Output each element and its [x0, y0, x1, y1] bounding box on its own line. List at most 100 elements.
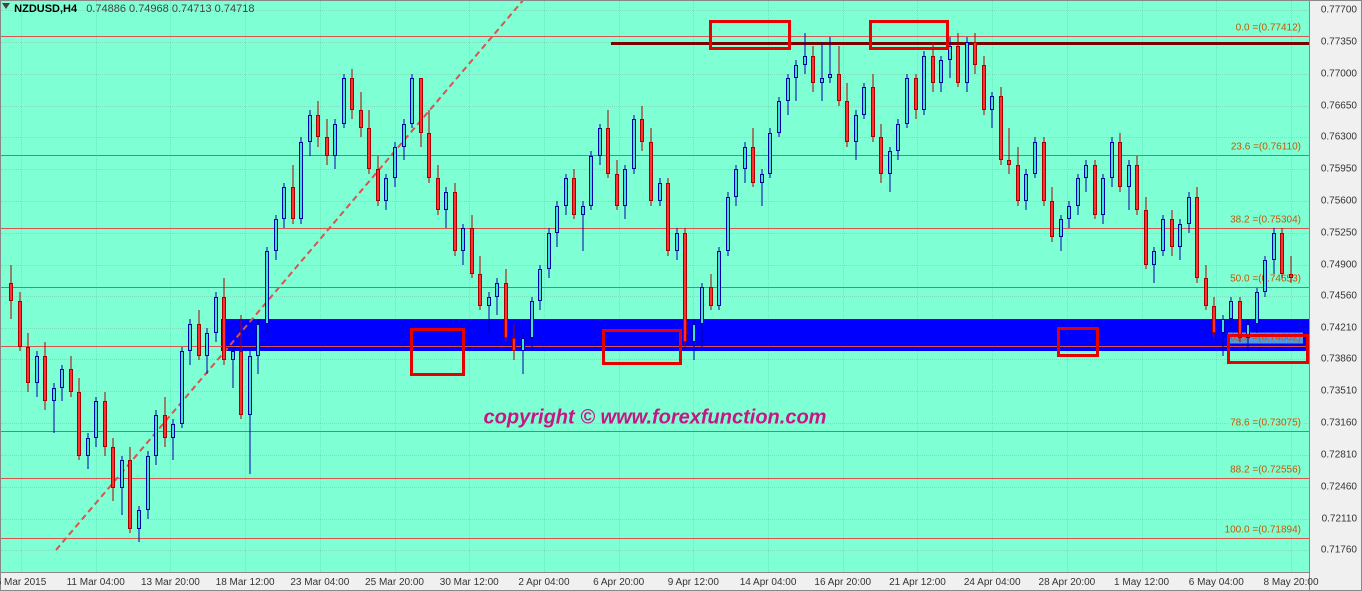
candle: [999, 87, 1003, 164]
candle: [1272, 228, 1276, 273]
candle: [1161, 215, 1165, 256]
candle: [632, 115, 636, 174]
candle: [1118, 133, 1122, 192]
fib-label: 0.0 =(0.77412): [1234, 23, 1303, 34]
candle: [1033, 137, 1037, 178]
candle: [1042, 137, 1046, 205]
candle: [1101, 174, 1105, 224]
candle: [734, 165, 738, 206]
candle: [137, 506, 141, 542]
candle: [564, 174, 568, 215]
x-tick: 6 Apr 20:00: [593, 577, 644, 588]
candle: [94, 397, 98, 447]
candle: [581, 201, 585, 251]
y-tick: 0.73510: [1321, 386, 1357, 397]
candle: [547, 228, 551, 278]
y-tick: 0.72460: [1321, 481, 1357, 492]
candle: [214, 292, 218, 342]
candle: [871, 74, 875, 142]
candle: [222, 278, 226, 364]
x-tick: 28 Apr 20:00: [1039, 577, 1096, 588]
candle: [589, 151, 593, 210]
candle: [905, 74, 909, 129]
candle: [205, 328, 209, 373]
candle: [1024, 169, 1028, 210]
candle: [171, 419, 175, 460]
x-tick: 30 Mar 12:00: [440, 577, 499, 588]
y-tick: 0.77000: [1321, 68, 1357, 79]
highlight-box: [709, 20, 791, 50]
candle: [675, 228, 679, 260]
candle: [367, 110, 371, 174]
candle: [1152, 247, 1156, 283]
candle: [1178, 219, 1182, 260]
candle: [111, 438, 115, 502]
plot-area[interactable]: copyright © www.forexfunction.com 0.0 =(…: [1, 1, 1309, 572]
candle: [444, 187, 448, 228]
candle: [956, 33, 960, 88]
fib-line: [1, 228, 1309, 229]
fib-line: [1, 431, 1309, 432]
dropdown-icon: [2, 3, 10, 9]
candle: [1084, 160, 1088, 192]
highlight-box: [410, 328, 465, 376]
candle: [1187, 192, 1191, 233]
candle: [436, 165, 440, 215]
y-tick: 0.76300: [1321, 132, 1357, 143]
candle: [726, 192, 730, 256]
candle: [1263, 256, 1267, 297]
candle: [760, 169, 764, 205]
candle: [862, 83, 866, 119]
candle: [188, 319, 192, 364]
chart-container: NZDUSD,H4 0.74886 0.74968 0.74713 0.7471…: [0, 0, 1362, 591]
candle: [154, 410, 158, 465]
candle: [197, 310, 201, 360]
candle: [333, 119, 337, 169]
x-tick: 14 Apr 04:00: [740, 577, 797, 588]
candle: [18, 292, 22, 351]
candle: [359, 92, 363, 137]
candle: [606, 110, 610, 178]
candle: [837, 46, 841, 105]
fib-label: 38.2 =(0.75304): [1228, 215, 1303, 226]
x-tick: 1 May 12:00: [1114, 577, 1169, 588]
candle: [786, 74, 790, 115]
x-axis: 6 Mar 201511 Mar 04:0013 Mar 20:0018 Mar…: [1, 572, 1309, 590]
y-tick: 0.72810: [1321, 449, 1357, 460]
candle: [9, 265, 13, 320]
candle: [598, 124, 602, 165]
trendline: [55, 1, 616, 551]
candle: [291, 165, 295, 224]
candle: [717, 247, 721, 311]
candle: [990, 92, 994, 128]
y-tick: 0.74210: [1321, 322, 1357, 333]
candle: [922, 51, 926, 115]
highlight-box: [1227, 334, 1309, 364]
fib-label: 78.6 =(0.73075): [1228, 417, 1303, 428]
ohlc-label: 0.74886 0.74968 0.74713 0.74718: [86, 3, 254, 15]
candle: [128, 447, 132, 533]
candle: [768, 128, 772, 178]
candle: [555, 201, 559, 246]
candle: [896, 119, 900, 160]
y-tick: 0.75600: [1321, 196, 1357, 207]
candle: [512, 324, 516, 360]
y-tick: 0.71760: [1321, 545, 1357, 556]
candle: [103, 392, 107, 456]
candle: [487, 292, 491, 333]
candle: [700, 283, 704, 347]
y-tick: 0.75950: [1321, 164, 1357, 175]
candle: [1229, 297, 1233, 329]
watermark: copyright © www.forexfunction.com: [484, 406, 827, 429]
candle: [1076, 174, 1080, 215]
candle: [1016, 147, 1020, 206]
fib-line: [1, 287, 1309, 288]
y-tick: 0.72110: [1322, 513, 1357, 524]
candle: [52, 383, 56, 433]
candle: [692, 319, 696, 360]
highlight-box: [1057, 327, 1099, 357]
candle: [146, 451, 150, 519]
candle: [854, 110, 858, 160]
candle: [282, 183, 286, 228]
y-tick: 0.76650: [1321, 100, 1357, 111]
